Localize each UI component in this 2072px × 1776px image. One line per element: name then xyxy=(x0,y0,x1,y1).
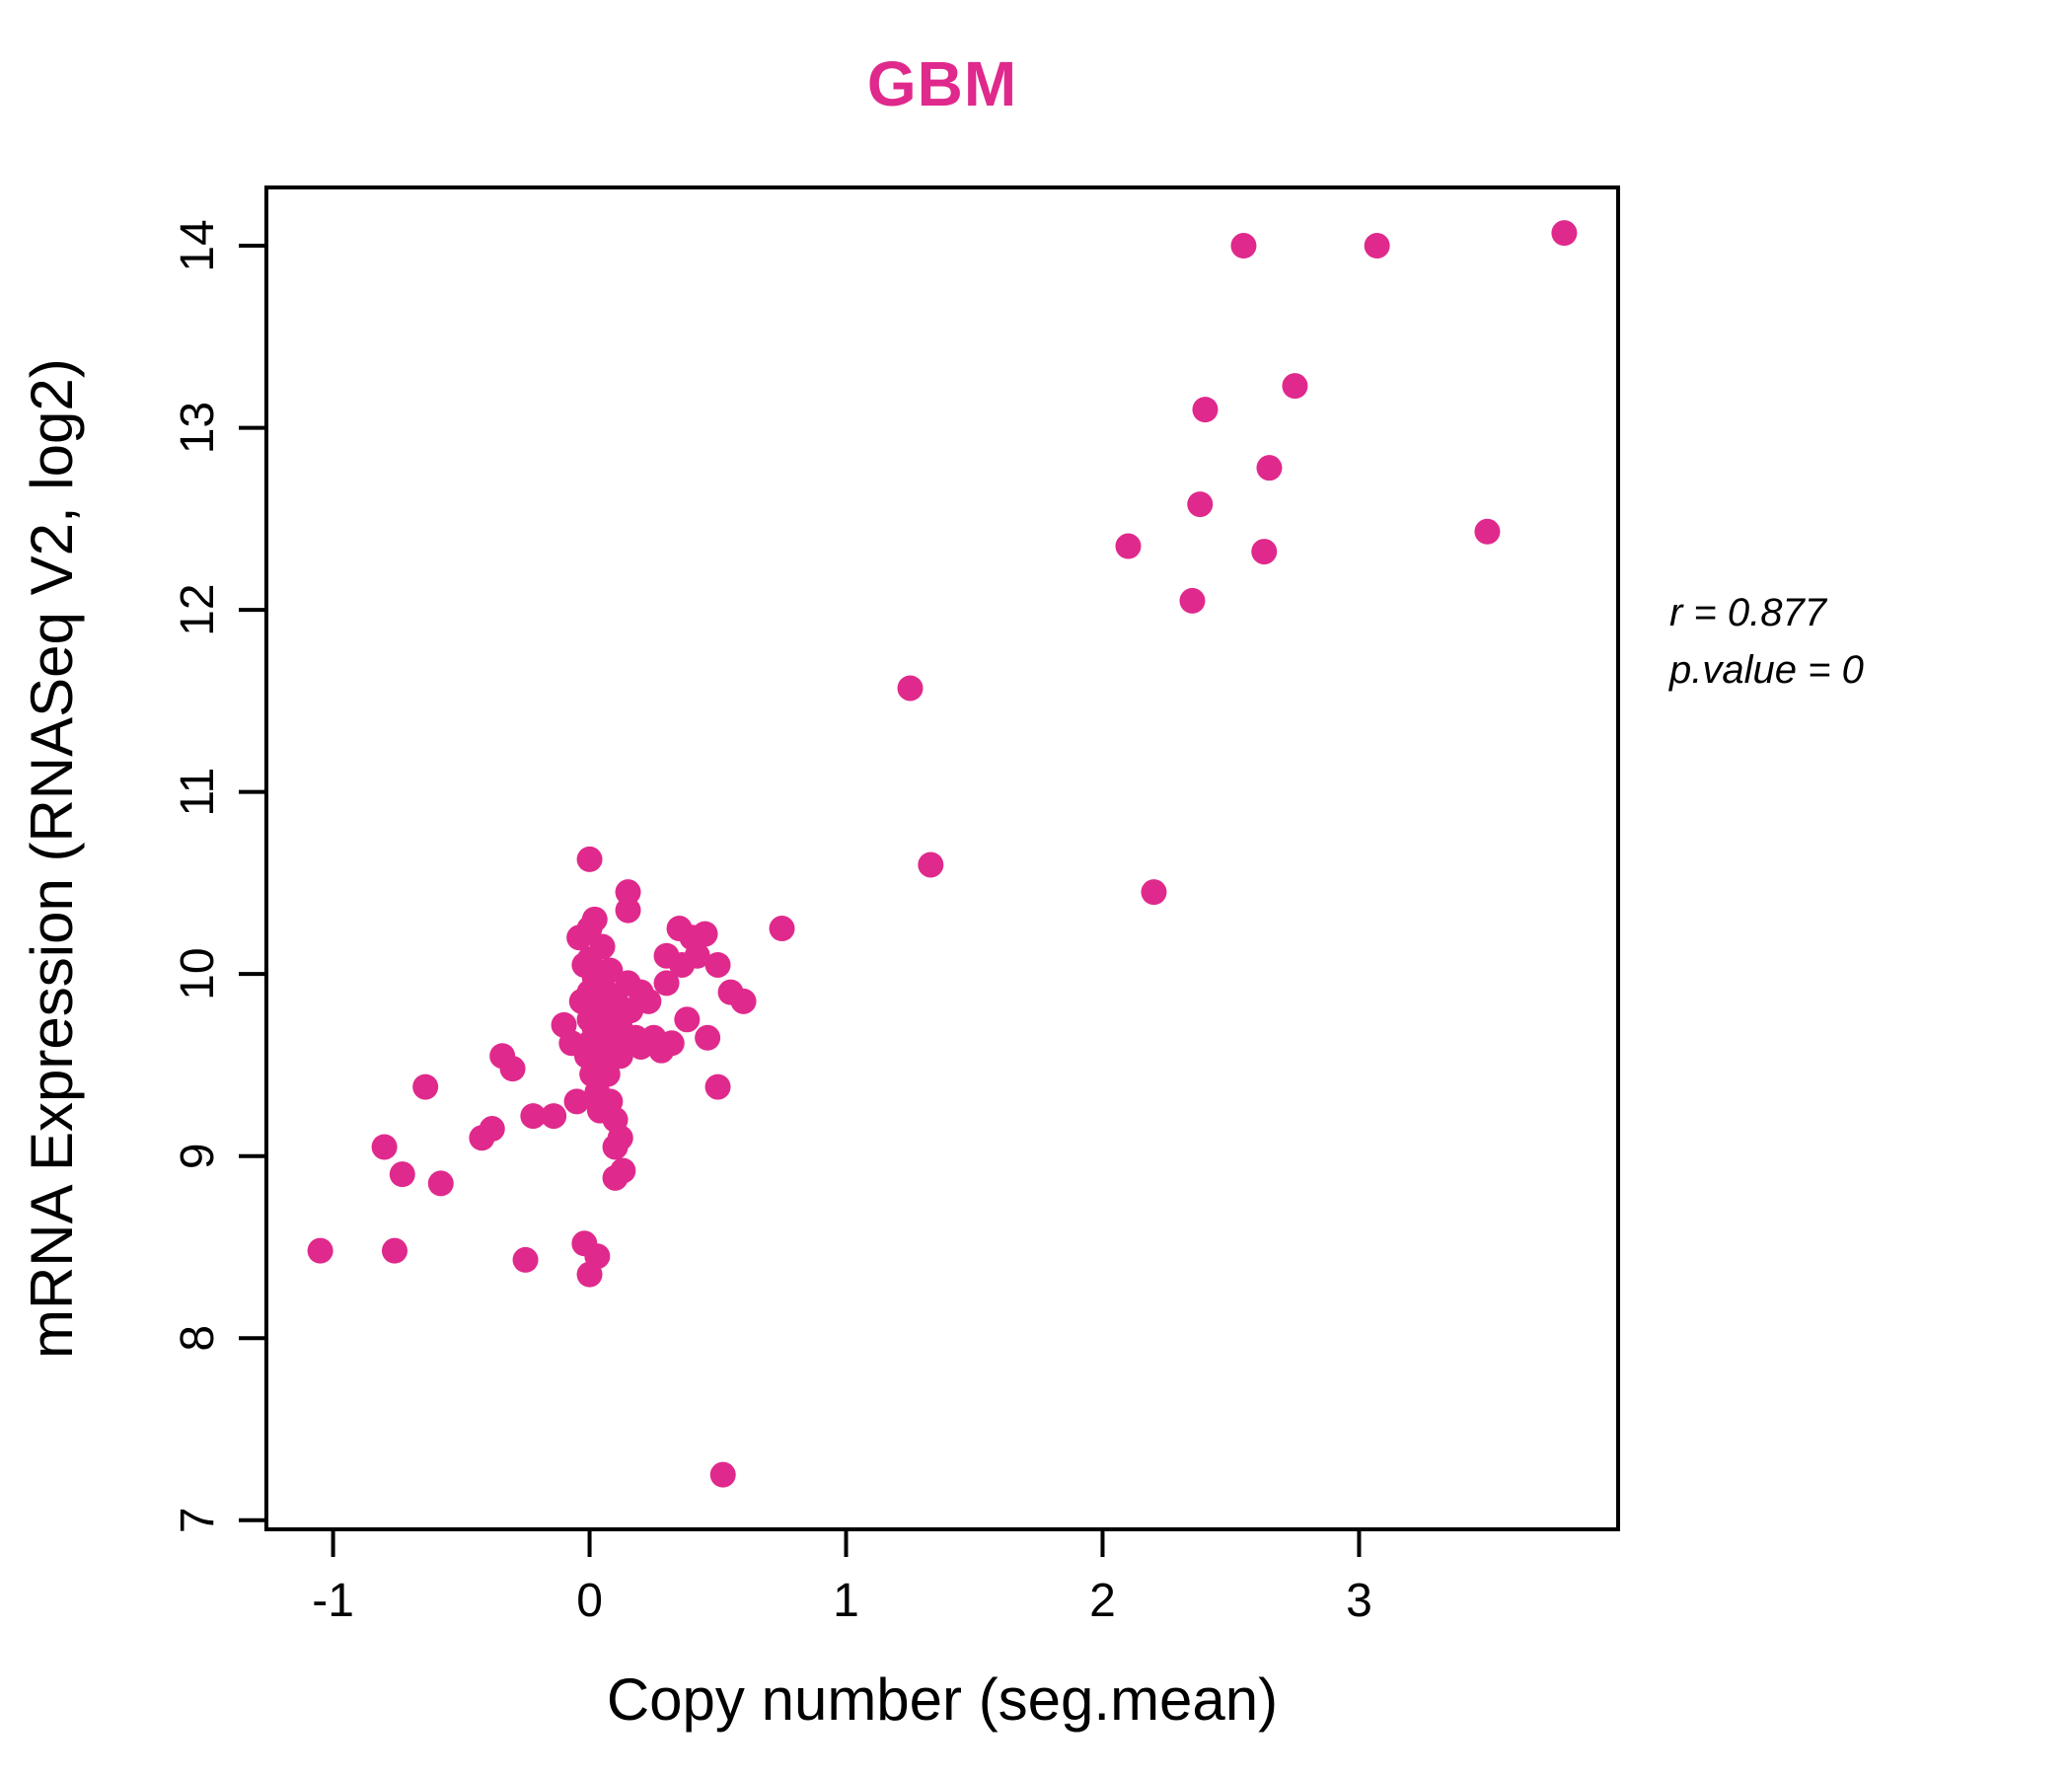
x-axis-tick-label: 2 xyxy=(1089,1575,1116,1627)
data-point xyxy=(1551,220,1578,247)
data-point xyxy=(381,1237,407,1264)
data-point xyxy=(597,957,624,984)
data-point xyxy=(427,1170,454,1197)
data-point xyxy=(541,1103,567,1130)
data-point xyxy=(897,675,924,702)
data-point xyxy=(1187,491,1214,518)
data-point xyxy=(1364,233,1390,259)
y-axis-tick-label: 7 xyxy=(172,1507,224,1533)
correlation-r-value: r = 0.877 xyxy=(1669,591,1827,634)
data-point xyxy=(371,1134,398,1160)
data-point xyxy=(730,988,757,1014)
data-point xyxy=(1251,539,1278,565)
y-axis-tick-label: 12 xyxy=(172,583,224,635)
y-axis-tick-label: 10 xyxy=(172,947,224,999)
correlation-p-value: p.value = 0 xyxy=(1669,648,1864,692)
y-axis-tick-label: 11 xyxy=(172,768,224,817)
data-point xyxy=(653,970,680,997)
data-point xyxy=(589,933,616,960)
data-point xyxy=(769,916,795,942)
data-point xyxy=(1115,533,1142,559)
data-point xyxy=(389,1161,415,1188)
y-axis-tick-label: 13 xyxy=(172,402,224,454)
data-point xyxy=(1141,879,1167,906)
data-point xyxy=(635,988,662,1014)
data-point xyxy=(607,1125,633,1151)
data-point xyxy=(709,1461,736,1488)
data-point xyxy=(594,1061,621,1087)
data-point xyxy=(692,921,718,947)
data-point xyxy=(512,1246,539,1273)
data-point xyxy=(695,1024,721,1051)
x-axis-tick-label: 1 xyxy=(833,1575,859,1627)
data-point xyxy=(918,851,944,878)
data-point xyxy=(499,1056,526,1082)
data-point xyxy=(684,942,710,969)
chart-title: GBM xyxy=(866,48,1018,119)
data-point xyxy=(674,1006,701,1033)
data-point xyxy=(581,906,608,932)
data-point xyxy=(1256,455,1283,481)
data-point xyxy=(615,879,641,906)
data-point xyxy=(1282,373,1308,400)
data-point xyxy=(1230,233,1257,259)
data-point xyxy=(615,897,641,924)
data-point xyxy=(520,1103,547,1130)
data-point xyxy=(658,1030,685,1057)
x-axis-tick-label: -1 xyxy=(312,1575,354,1627)
data-point xyxy=(1474,518,1501,545)
plot-box xyxy=(264,185,1620,1531)
x-axis-tick-label: 3 xyxy=(1346,1575,1372,1627)
data-point xyxy=(1192,397,1219,423)
data-point xyxy=(607,1043,633,1070)
data-point xyxy=(563,1088,590,1115)
data-point xyxy=(479,1116,505,1143)
y-axis-tick-label: 14 xyxy=(172,219,224,271)
y-axis-tick-label: 8 xyxy=(172,1325,224,1352)
data-point xyxy=(704,1073,731,1100)
data-point xyxy=(307,1237,333,1264)
data-point xyxy=(412,1073,439,1100)
correlation-annotation: r = 0.877 p.value = 0 xyxy=(1669,584,1864,699)
data-point xyxy=(704,951,731,978)
data-point xyxy=(1179,587,1206,614)
y-axis-label: mRNA Expression (RNASeq V2, log2) xyxy=(19,358,85,1359)
y-axis-tick-label: 9 xyxy=(172,1143,224,1169)
data-point xyxy=(576,846,603,872)
x-axis-tick-label: 0 xyxy=(576,1575,603,1627)
x-axis-label: Copy number (seg.mean) xyxy=(606,1666,1279,1733)
data-point xyxy=(610,1157,636,1184)
data-point xyxy=(584,1243,611,1270)
